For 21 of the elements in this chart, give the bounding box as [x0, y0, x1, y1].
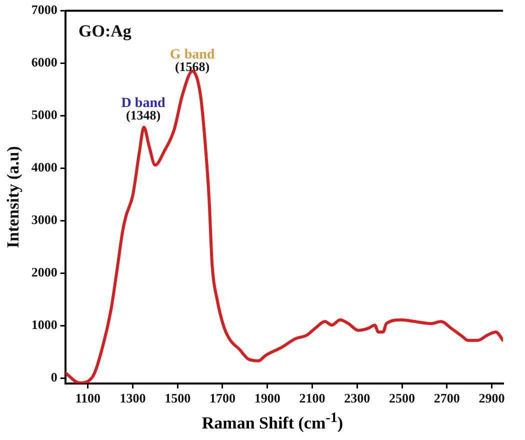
annotation: GO:Ag	[78, 22, 132, 41]
x-tick-label: 2900	[478, 390, 505, 406]
x-tick-label: 1500	[164, 390, 191, 406]
x-tick-label: 1700	[209, 390, 236, 406]
y-tick-label: 1000	[31, 317, 58, 332]
x-tick-label: 1300	[120, 390, 146, 406]
y-tick-label: 5000	[31, 107, 58, 122]
x-tick-label: 2500	[389, 390, 416, 406]
y-tick-label: 4000	[31, 160, 58, 175]
y-axis-title: Intensity (a.u)	[4, 146, 23, 248]
x-tick-label: 2700	[434, 390, 460, 406]
y-tick-label: 7000	[31, 2, 58, 18]
x-tick-label: 2100	[299, 390, 326, 406]
y-tick-label: 2000	[31, 264, 58, 280]
y-tick-label: 0	[50, 370, 58, 385]
y-tick-label: 6000	[31, 54, 58, 70]
x-tick-label: 2300	[344, 390, 370, 406]
x-axis-title: Raman Shift (cm$^{-1}$)	[200, 410, 344, 434]
x-tick-label: 1100	[75, 390, 100, 406]
y-tick-label: 3000	[31, 212, 58, 228]
x-tick-label: 1900	[254, 390, 280, 406]
